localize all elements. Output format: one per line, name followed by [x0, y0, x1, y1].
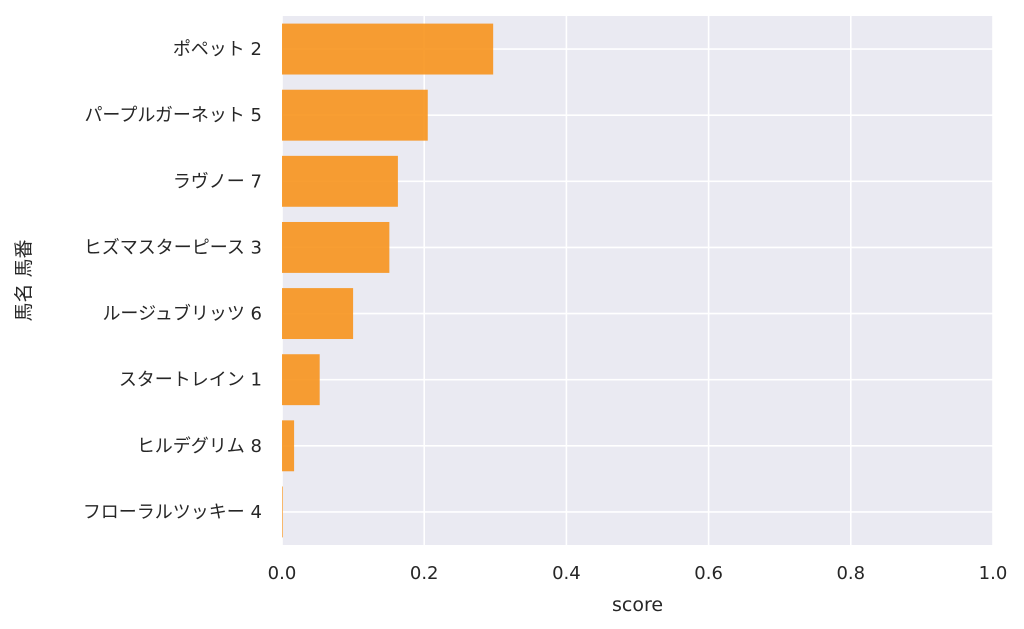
category-label: ヒズマスターピース 3 [84, 237, 262, 258]
x-tick-label: 1.0 [979, 563, 1008, 584]
x-axis-title: score [612, 594, 663, 616]
bar [282, 354, 320, 406]
bar [282, 221, 390, 273]
bar [282, 89, 428, 141]
bar [282, 288, 354, 340]
bar [282, 155, 398, 207]
x-tick-label: 0.4 [552, 563, 581, 584]
category-label: パープルガーネット 5 [84, 105, 262, 126]
bar [282, 486, 283, 538]
category-label: フローラルツッキー 4 [83, 502, 262, 523]
bars [282, 23, 494, 538]
x-tick-label: 0.6 [694, 563, 723, 584]
category-label: スタートレイン 1 [119, 370, 262, 391]
x-tick-labels: 0.0 0.2 0.4 0.6 0.8 1.0 [268, 563, 1008, 584]
y-axis-title: 馬名 馬番 [13, 239, 35, 321]
category-label: ラヴノー 7 [173, 171, 262, 192]
category-label: ヒルデグリム 8 [137, 436, 262, 457]
category-label: ポペット 2 [173, 39, 262, 60]
x-tick-label: 0.2 [410, 563, 439, 584]
x-tick-label: 0.0 [268, 563, 297, 584]
bar [282, 420, 295, 472]
bar [282, 23, 494, 75]
category-labels: ポペット 2 パープルガーネット 5 ラヴノー 7 ヒズマスターピース 3 ルージュブリ… [83, 39, 262, 523]
x-tick-label: 0.8 [836, 563, 865, 584]
category-label: ルージュブリッツ 6 [102, 303, 262, 325]
